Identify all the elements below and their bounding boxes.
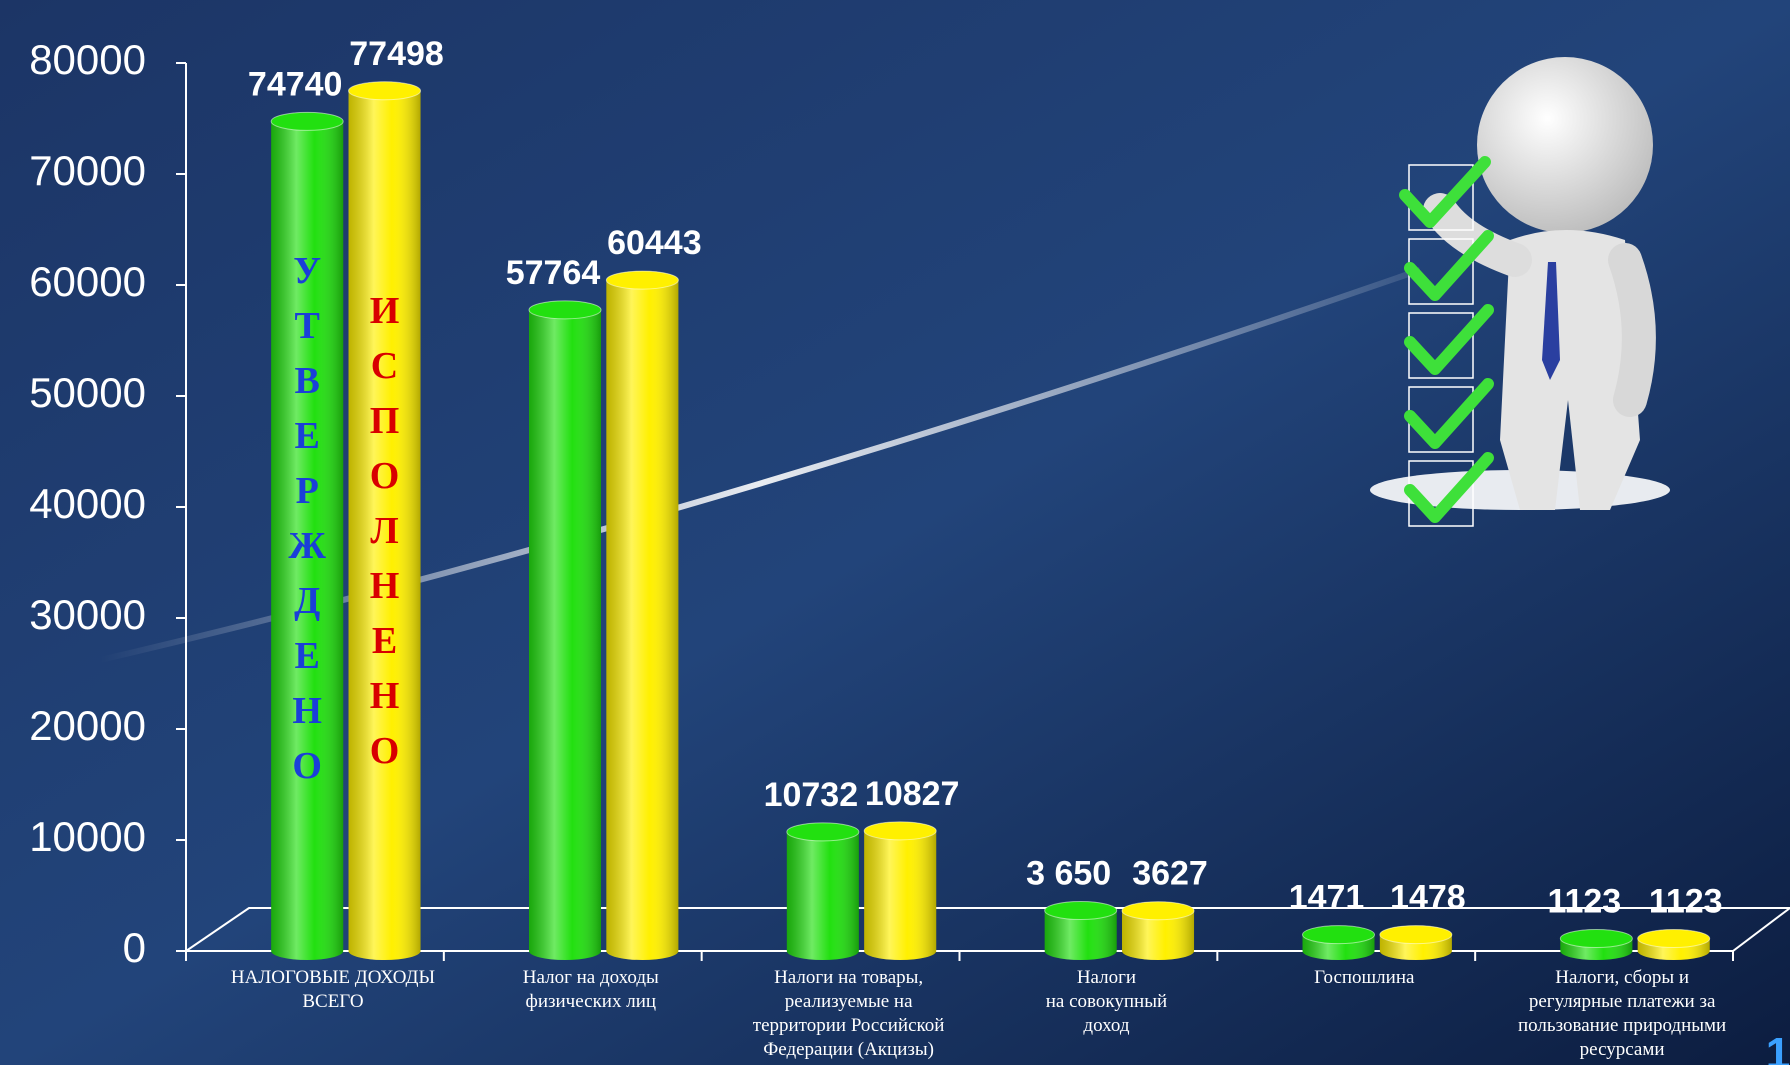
- y-tick-label: 40000: [29, 480, 146, 527]
- value-label: 10732: [764, 776, 859, 814]
- bar-shading: [864, 821, 937, 960]
- bar-top: [528, 300, 602, 320]
- value-label: 3 650: [1026, 854, 1111, 892]
- value-label: 1123: [1547, 883, 1621, 921]
- value-label: 77498: [349, 35, 444, 73]
- x-tick-label: Налоги на товары, реализуемые на террито…: [752, 967, 945, 1060]
- value-label: 57764: [506, 254, 601, 292]
- y-tick-label: 80000: [29, 36, 146, 83]
- bar-top: [605, 270, 679, 290]
- figure-illustration: [1370, 57, 1670, 527]
- y-tick-label: 30000: [29, 591, 146, 638]
- bar-top: [1302, 925, 1376, 945]
- x-tick-label: Налоги на совокупный доход: [1045, 967, 1168, 1036]
- x-tick-label: Налоги, сборы и регулярные платежи за по…: [1518, 967, 1727, 1060]
- value-label: 1478: [1390, 879, 1466, 917]
- x-tick-label: Госпошлина: [1314, 967, 1415, 988]
- y-tick-label: 70000: [29, 147, 146, 194]
- bar-shading: [271, 112, 344, 961]
- bar-shading: [606, 271, 679, 960]
- value-label: 10827: [865, 775, 960, 813]
- bar-top: [1559, 929, 1633, 949]
- value-label: 1123: [1649, 883, 1723, 921]
- y-tick-label: 60000: [29, 258, 146, 305]
- bar-shading: [348, 81, 421, 960]
- x-tick-label: Налог на доходы физических лиц: [522, 967, 659, 1012]
- value-label: 60443: [607, 224, 702, 262]
- bar-shading: [786, 822, 859, 960]
- bar-top: [270, 111, 344, 131]
- bar-top: [348, 81, 422, 101]
- bar-shading: [529, 300, 602, 961]
- bar-top: [1121, 901, 1195, 921]
- y-tick-label: 0: [123, 924, 146, 971]
- bar-top: [1637, 929, 1711, 949]
- bar-top: [786, 822, 860, 842]
- value-label: 3627: [1132, 855, 1208, 893]
- page-number: 1: [1765, 1029, 1790, 1065]
- y-tick-label: 50000: [29, 369, 146, 416]
- bar-top: [1379, 925, 1453, 945]
- value-label: 74740: [248, 65, 343, 103]
- y-tick-label: 10000: [29, 813, 146, 860]
- series-name: ИСПОЛНЕНО: [363, 290, 406, 785]
- series-name: УТВЕРЖДЕНО: [286, 250, 329, 800]
- y-tick-label: 20000: [29, 702, 146, 749]
- bar-top: [863, 821, 937, 841]
- bar-top: [1044, 900, 1118, 920]
- x-tick-label: НАЛОГОВЫЕ ДОХОДЫ ВСЕГО: [230, 967, 436, 1012]
- value-label: 1471: [1289, 879, 1365, 917]
